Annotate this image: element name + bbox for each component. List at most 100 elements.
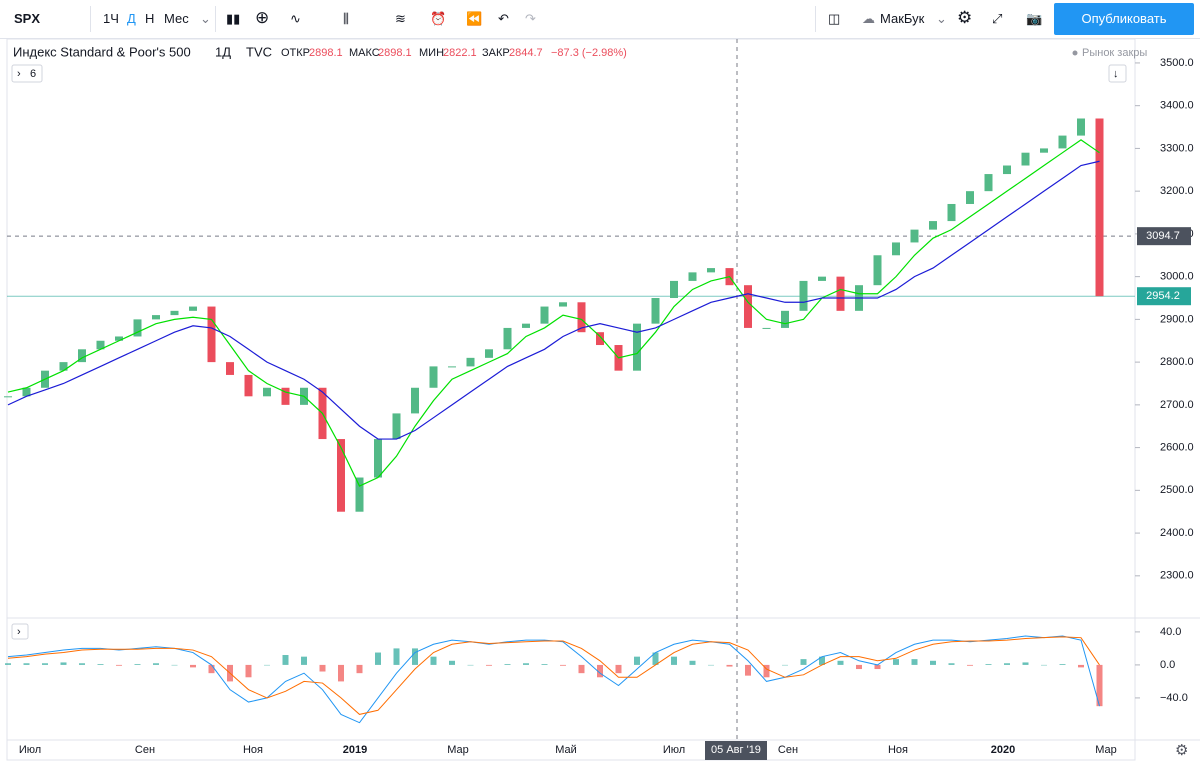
undo-icon[interactable]: ↶: [498, 11, 509, 26]
histogram-bar: [79, 663, 85, 665]
histogram-bar: [116, 664, 122, 666]
histogram-bar: [800, 659, 807, 665]
candle: [170, 310, 179, 316]
histogram-bar: [1078, 664, 1084, 668]
histogram-bar: [726, 664, 733, 667]
cloud-icon[interactable]: ☁: [862, 11, 875, 26]
interval[interactable]: 1Ч: [103, 11, 119, 26]
pane-toggle[interactable]: [11, 623, 29, 640]
layout-name[interactable]: МакБук: [880, 11, 925, 26]
histogram-bar: [245, 664, 252, 678]
histogram-bar: [504, 664, 511, 665]
histogram-bar: [985, 664, 992, 665]
replay-icon[interactable]: ⏪: [466, 11, 483, 26]
candle: [1040, 148, 1048, 153]
symbol[interactable]: SPX: [14, 11, 41, 26]
interval[interactable]: Д: [127, 11, 136, 26]
x-tick-label: Мар: [447, 744, 469, 756]
fullscreen-icon[interactable]: ⤢: [992, 11, 1003, 26]
candle: [503, 327, 512, 350]
interval[interactable]: Н: [145, 11, 155, 26]
redo-icon[interactable]: ↷: [525, 11, 536, 26]
candle: [559, 302, 567, 307]
histogram-bar: [837, 660, 844, 665]
candle: [411, 387, 419, 414]
layout-icon[interactable]: ◫: [828, 11, 841, 26]
legend: Индекс Standard & Poor's 500 1Д TVC ОТКР…: [11, 44, 1147, 640]
candle: [355, 477, 364, 512]
crosshair-date-label: 05 Авг '19: [711, 744, 761, 756]
toggle-arrow: ›: [17, 68, 21, 80]
alert-icon[interactable]: ⏰: [430, 11, 447, 26]
candle: [133, 319, 142, 337]
candle: [1021, 152, 1030, 166]
candle: [115, 336, 123, 341]
x-tick-label: Сен: [778, 744, 798, 756]
histogram-bar: [763, 664, 770, 678]
scroll-button[interactable]: [1108, 64, 1127, 83]
histogram-bar: [967, 664, 973, 666]
histogram-bar: [97, 664, 104, 665]
dropdown-arrow[interactable]: ⌄: [200, 11, 211, 26]
y-tick-label: 3000.0: [1160, 271, 1194, 283]
indicators-toggle[interactable]: [11, 64, 43, 83]
candle: [281, 387, 290, 405]
y-tick-label: 3200.0: [1160, 185, 1194, 197]
y-tick-label: 0.0: [1160, 659, 1175, 671]
bars-icon[interactable]: ⫼: [343, 11, 349, 26]
candle: [96, 340, 105, 350]
legend-value: 2822.1: [443, 47, 477, 59]
y-tick-label: 2500.0: [1160, 484, 1194, 496]
histogram-bar: [42, 663, 48, 665]
chart-frame: [6, 39, 1136, 761]
chart: Индекс Standard & Poor's 500 1Д TVC ОТКР…: [4, 39, 1200, 761]
histogram-bar: [171, 664, 178, 666]
histogram-bar: [745, 664, 751, 676]
indicators-count[interactable]: 6: [30, 68, 36, 80]
interval: 1Д: [215, 44, 231, 59]
histogram-bar: [356, 664, 363, 674]
compare-icon[interactable]: ∿: [290, 11, 301, 26]
indicator-line: [7, 636, 1100, 715]
candle: [929, 221, 937, 230]
x-tick-label: Ноя: [888, 744, 908, 756]
candle: [910, 229, 919, 243]
settings-icon[interactable]: ⚙: [1175, 742, 1188, 759]
dropdown-arrow[interactable]: ⌄: [936, 11, 947, 26]
toolbar: SPX 1Ч Д Н Мес ⌄ ▮▮ ⊕ ∿ ⫼ ≋ ⏰ ⏪ ↶ ↷ ◫ ☁ …: [0, 0, 1200, 39]
interval[interactable]: Мес: [164, 11, 189, 26]
indicator-icon[interactable]: ⊕: [255, 8, 270, 27]
x-tick-label: Июл: [19, 744, 41, 756]
chart-style-icon[interactable]: ▮▮: [226, 11, 241, 26]
histogram-bar: [60, 662, 67, 665]
candle: [651, 298, 660, 324]
histogram-bar: [689, 660, 696, 665]
histogram-bar: [948, 663, 955, 665]
histogram-bar: [893, 659, 899, 665]
histogram-bar: [1004, 663, 1010, 665]
histogram-bar: [134, 664, 141, 665]
histogram-bar: [5, 663, 11, 665]
histogram-bar: [449, 660, 455, 665]
templates-icon[interactable]: ≋: [395, 11, 406, 26]
candle: [244, 374, 253, 397]
histogram-bar: [393, 648, 400, 665]
settings-icon[interactable]: ⚙: [957, 8, 973, 27]
candle: [448, 366, 456, 368]
legend-value: 2898.1: [309, 47, 343, 59]
publish-button[interactable]: Опубликовать: [1054, 3, 1194, 35]
histogram-bar: [264, 664, 270, 666]
y-tick-label: 2700.0: [1160, 399, 1194, 411]
candle: [152, 315, 160, 320]
histogram-bar: [1022, 662, 1029, 665]
snapshot-icon[interactable]: 📷: [1026, 11, 1043, 26]
indicator-line: [7, 139, 1100, 487]
candle: [263, 387, 271, 397]
histogram-bar: [467, 664, 474, 666]
x-tick-label: Сен: [135, 744, 155, 756]
histogram-bar: [430, 656, 437, 665]
histogram-bar: [523, 663, 529, 665]
candle: [947, 203, 956, 222]
x-tick-label: 2020: [991, 744, 1015, 756]
